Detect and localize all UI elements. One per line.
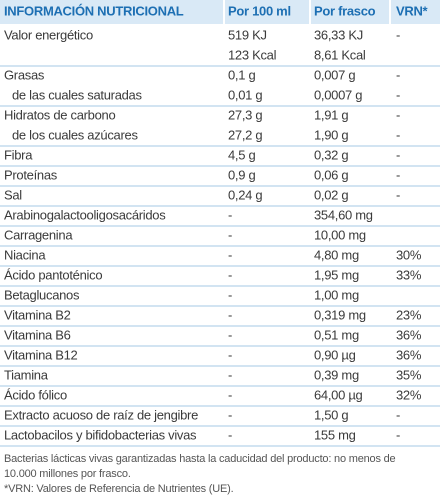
cell: - [396,87,400,102]
row-label: Hidratos de carbono [4,107,115,122]
cell: 35% [396,367,422,382]
cell: - [228,227,232,242]
row-label: Betaglucanos [4,287,80,302]
cell: - [396,107,400,122]
cell: 0,007 g [314,67,355,82]
cell: - [396,27,400,42]
cell: 0,51 mg [314,327,359,342]
cell: 10,00 mg [314,227,366,242]
row-label: Vitamina B2 [4,307,71,322]
row-label: Valor energético [4,27,93,42]
cell: - [396,407,400,422]
row-label: Sal [4,187,22,202]
cell: - [396,67,400,82]
row-label: Ácido pantoténico [4,267,102,282]
row-label: Fibra [4,147,33,162]
cell: - [228,367,232,382]
row-label: Vitamina B6 [4,327,71,342]
cell: - [396,147,400,162]
cell: 123 Kcal [228,47,277,62]
cell: 0,01 g [228,87,262,102]
cell: 0,39 mg [314,367,359,382]
cell: - [396,167,400,182]
cell: 155 mg [314,427,356,442]
header-cell: Por 100 ml [228,3,291,18]
row-label: Ácido fólico [4,387,67,402]
cell: 4,80 mg [314,247,359,262]
cell: 354,60 mg [314,207,373,222]
cell: 27,2 g [228,127,262,142]
cell: 0,32 g [314,147,348,162]
header-cell: INFORMACIÓN NUTRICIONAL [4,3,184,18]
row-label: Lactobacilos y bifidobacterias vivas [4,427,197,442]
cell: - [396,187,400,202]
cell: 1,50 g [314,407,348,422]
cell: - [228,247,232,262]
cell: 1,91 g [314,107,348,122]
row-label: Arabinogalactooligosacáridos [4,207,166,222]
row-label: Extracto acuoso de raíz de jengibre [4,407,198,422]
cell: 64,00 µg [314,387,363,402]
row-label: de los cuales azúcares [12,127,138,142]
header-cell: VRN* [396,3,429,18]
cell: 32% [396,387,422,402]
row-label: Niacina [4,247,46,262]
row-label: Tiamina [4,367,49,382]
footnote: 10.000 millones por frasco. [4,468,131,480]
cell: - [228,207,232,222]
cell: 1,90 g [314,127,348,142]
footnote: *VRN: Valores de Referencia de Nutriente… [4,483,234,495]
cell: 0,1 g [228,67,255,82]
cell: - [228,427,232,442]
cell: - [228,307,232,322]
cell: 0,0007 g [314,87,362,102]
row-label: Grasas [4,67,45,82]
cell: 30% [396,247,422,262]
cell: 0,02 g [314,187,348,202]
cell: - [396,427,400,442]
cell: 36% [396,327,422,342]
cell: 23% [396,307,422,322]
cell: 1,00 mg [314,287,359,302]
cell: 0,24 g [228,187,262,202]
cell: 0,90 µg [314,347,356,362]
row-label: Proteínas [4,167,58,182]
cell: 4,5 g [228,147,255,162]
cell: 0,9 g [228,167,255,182]
cell: 0,06 g [314,167,348,182]
cell: 36% [396,347,422,362]
cell: - [228,287,232,302]
header-cell: Por frasco [314,3,376,18]
cell: - [228,267,232,282]
cell: - [396,127,400,142]
cell: - [228,387,232,402]
row-label: de las cuales saturadas [12,87,142,102]
cell: 0,319 mg [314,307,366,322]
cell: 33% [396,267,422,282]
cell: 1,95 mg [314,267,359,282]
cell: 36,33 KJ [314,27,363,42]
cell: - [228,327,232,342]
header-bg [0,0,440,24]
cell: 27,3 g [228,107,262,122]
cell: - [228,347,232,362]
cell: 8,61 Kcal [314,47,366,62]
row-label: Vitamina B12 [4,347,78,362]
footnote: Bacterias lácticas vivas garantizadas ha… [4,453,396,465]
row-label: Carragenina [4,227,73,242]
cell: - [228,407,232,422]
cell: 519 KJ [228,27,267,42]
